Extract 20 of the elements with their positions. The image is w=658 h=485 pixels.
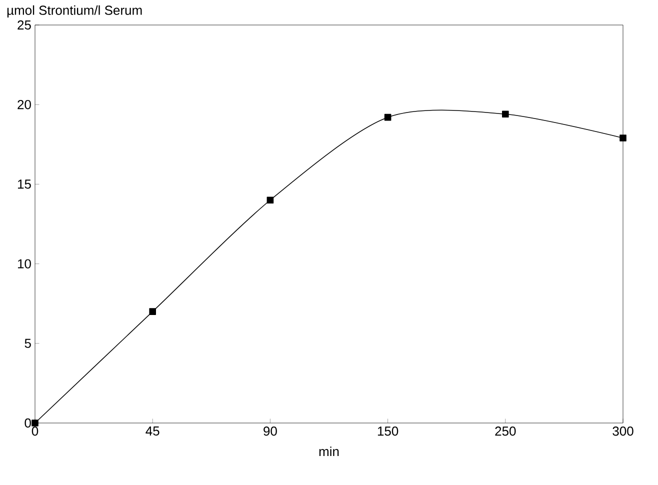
y-tick-label: 25 [18, 20, 31, 30]
point [502, 110, 509, 118]
x-tick-label: 150 [378, 426, 398, 436]
y-axis-title: µmol Strontium/l Serum [7, 5, 142, 18]
x-axis-title: min [319, 446, 339, 456]
point [384, 114, 392, 121]
y-tick-label: 15 [18, 180, 31, 189]
x-tick-label: 90 [264, 426, 277, 436]
x-tick-label: 300 [612, 426, 634, 436]
y-tick-label: 20 [18, 100, 31, 110]
x-tick-label: 250 [495, 426, 516, 436]
y-tick-label: 0 [24, 418, 31, 428]
point [149, 308, 156, 315]
point [266, 196, 274, 204]
point [32, 420, 38, 426]
x-tick-label: 45 [146, 426, 160, 436]
y-tick-label: 10 [18, 259, 31, 268]
y-tick-label: 5 [24, 338, 31, 348]
point [620, 134, 626, 142]
x-tick-label: 0 [32, 426, 38, 436]
